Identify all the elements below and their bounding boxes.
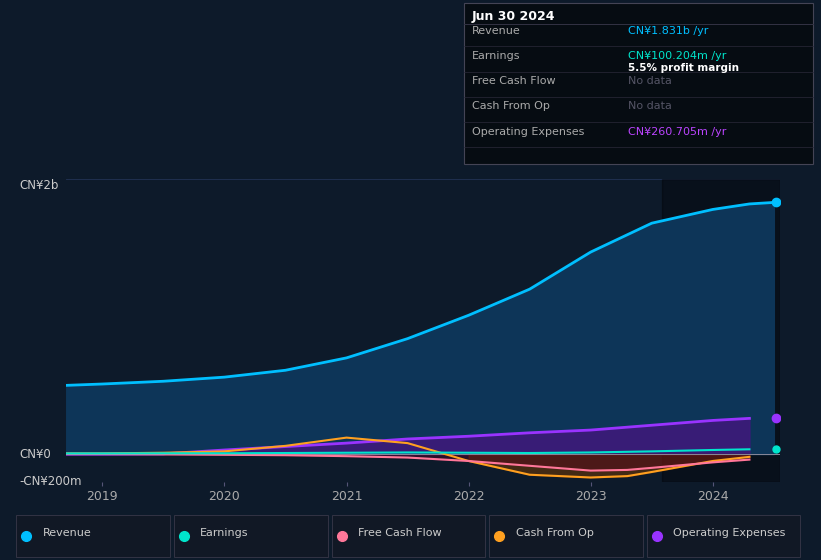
Text: CN¥0: CN¥0	[19, 447, 51, 461]
Text: Revenue: Revenue	[472, 26, 521, 36]
Text: Cash From Op: Cash From Op	[516, 529, 594, 538]
Text: 5.5% profit margin: 5.5% profit margin	[628, 63, 739, 73]
Text: Cash From Op: Cash From Op	[472, 101, 550, 111]
Text: Free Cash Flow: Free Cash Flow	[472, 76, 556, 86]
Text: Revenue: Revenue	[43, 529, 91, 538]
Text: CN¥2b: CN¥2b	[19, 179, 58, 192]
Text: Free Cash Flow: Free Cash Flow	[358, 529, 442, 538]
Text: Operating Expenses: Operating Expenses	[472, 127, 585, 137]
Text: Earnings: Earnings	[472, 51, 521, 61]
Text: CN¥1.831b /yr: CN¥1.831b /yr	[628, 26, 709, 36]
Text: Earnings: Earnings	[200, 529, 249, 538]
Text: Operating Expenses: Operating Expenses	[673, 529, 786, 538]
Text: No data: No data	[628, 76, 672, 86]
Text: CN¥100.204m /yr: CN¥100.204m /yr	[628, 51, 727, 61]
Text: -CN¥200m: -CN¥200m	[19, 475, 82, 488]
Text: No data: No data	[628, 101, 672, 111]
Bar	[662, 179, 780, 482]
Text: Jun 30 2024: Jun 30 2024	[472, 10, 556, 22]
Text: CN¥260.705m /yr: CN¥260.705m /yr	[628, 127, 727, 137]
